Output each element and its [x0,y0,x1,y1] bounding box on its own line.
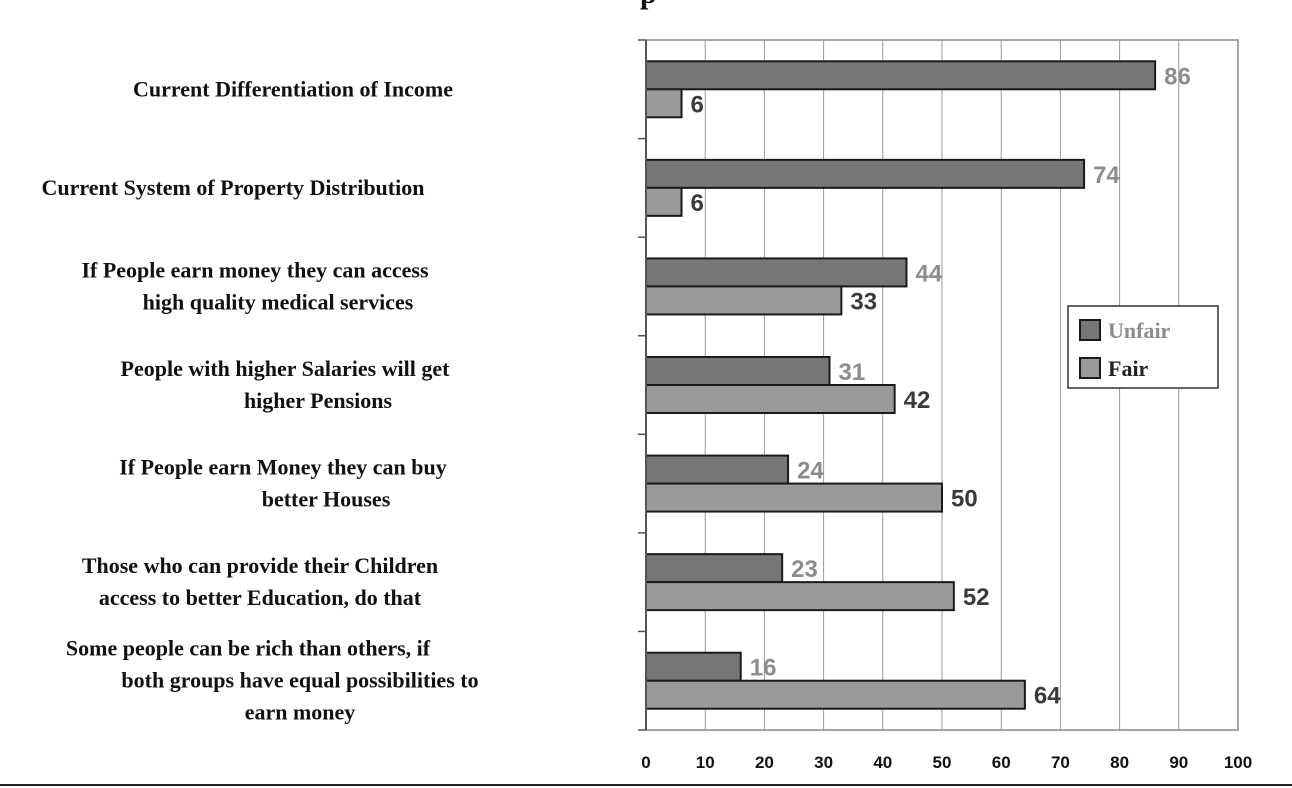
bars-layer [645,60,1157,710]
category-label: Some people can be rich than others, if b… [66,636,479,725]
category-label: Current Differentiation of Income [133,76,453,101]
category-label-line: both groups have equal possibilities to [121,668,478,693]
category-label-line: People with higher Salaries will get [121,356,451,381]
category-label-line: high quality medical services [143,289,414,314]
data-label-unfair: 23 [791,556,818,583]
data-label-unfair: 74 [1093,162,1120,189]
category-label-line: If People earn money they can access [81,257,428,282]
bar-fair [645,679,1026,710]
data-label-fair: 42 [904,387,931,414]
data-label-fair: 52 [963,584,990,611]
x-tick-label: 60 [992,753,1011,772]
axis-layer: 0 10 20 30 40 50 60 70 80 90 100 [638,39,1252,772]
bar-fair [645,384,896,414]
category-label-line: better Houses [262,487,391,512]
bar-fair [645,581,955,612]
data-label-unfair: 44 [915,260,942,287]
x-tick-label: 80 [1110,753,1129,772]
data-label-fair: 33 [850,288,877,315]
legend-label-unfair: Unfair [1108,318,1171,343]
x-tick-label: 20 [755,753,774,772]
category-label: Those who can provide their Children acce… [82,553,438,610]
title-layer: p [640,0,657,10]
category-label-line: Those who can provide their Children [82,553,438,578]
bar-unfair [645,60,1157,91]
category-label-line: Current System of Property Distribution [42,175,425,200]
data-label-fair: 6 [691,91,704,118]
category-label-line: access to better Education, do that [99,585,422,610]
legend: Unfair Fair [1067,305,1219,389]
bar-unfair [645,356,831,386]
bar-unfair [645,454,790,485]
x-tick-label: 30 [814,753,833,772]
legend-label-fair: Fair [1108,356,1149,381]
legend-swatch-fair [1079,357,1101,379]
data-label-unfair: 24 [797,458,824,485]
bar-unfair [645,651,742,682]
bar-fair [645,285,843,316]
data-label-unfair: 31 [839,359,866,386]
data-label-fair: 64 [1034,683,1061,710]
bar-unfair [645,553,784,584]
category-label-line: Some people can be rich than others, if [66,636,431,661]
data-label-unfair: 86 [1164,63,1191,90]
chart-title-fragment: p [640,0,657,10]
category-label-line: Current Differentiation of Income [133,76,453,101]
x-tick-label: 40 [873,753,892,772]
category-label-line: higher Pensions [244,388,393,413]
x-tick-label: 90 [1169,753,1188,772]
x-tick-label: 10 [696,753,715,772]
category-label: People with higher Salaries will get high… [121,356,451,413]
data-label-fair: 6 [691,190,704,217]
category-label: If People earn Money they can buy better … [119,455,447,512]
legend-swatch-unfair [1079,319,1101,341]
x-tick-label: 50 [933,753,952,772]
data-label-fair: 50 [951,486,978,513]
category-label-line: earn money [245,700,356,725]
bar-unfair [645,257,908,288]
x-tick-label: 100 [1224,753,1252,772]
category-label: If People earn money they can access high… [81,257,428,314]
bar-unfair [645,158,1086,189]
category-label-line: If People earn Money they can buy [119,455,447,480]
bar-fair [645,88,683,119]
labels-layer: Current Differentiation of Income Current… [42,63,1191,724]
x-tick-label: 70 [1051,753,1070,772]
bar-fair [645,482,943,513]
bar-fair [645,186,683,217]
category-label: Current System of Property Distribution [42,175,425,200]
data-label-unfair: 16 [750,655,777,682]
x-tick-label: 0 [641,753,650,772]
